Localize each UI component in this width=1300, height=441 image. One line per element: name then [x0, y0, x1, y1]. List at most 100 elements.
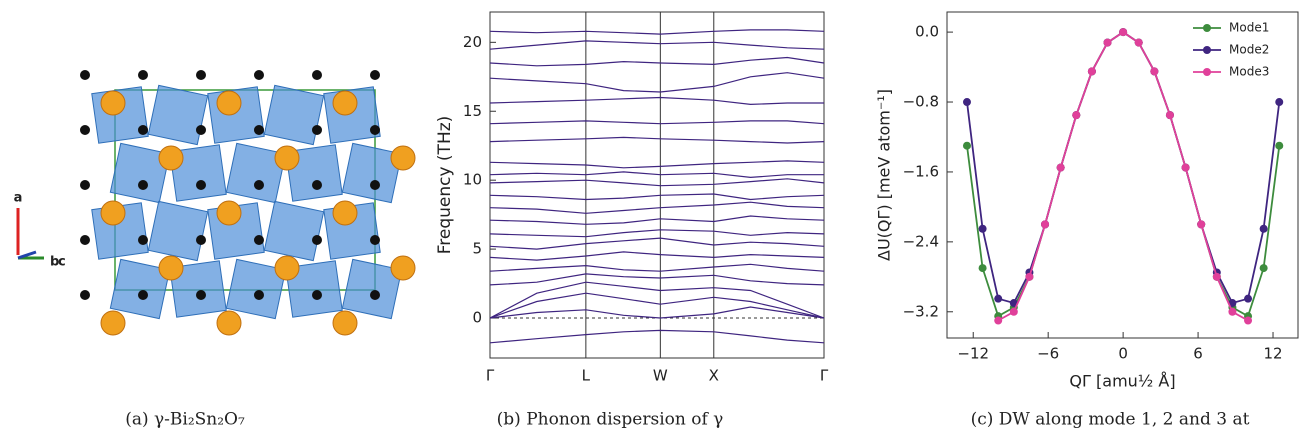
- oxygen: [80, 180, 90, 190]
- point: [1212, 272, 1221, 281]
- point: [1103, 38, 1112, 47]
- oxygen: [80, 125, 90, 135]
- octahedron: [263, 84, 325, 146]
- oxygen: [312, 235, 322, 245]
- point: [994, 316, 1003, 325]
- octahedron: [109, 258, 171, 320]
- octahedron: [225, 142, 287, 204]
- atom-bi: [274, 255, 300, 281]
- atom-bi: [100, 200, 126, 226]
- band: [489, 178, 825, 187]
- axis-c: [17, 250, 37, 260]
- axis-label: a: [14, 191, 23, 206]
- y-tick-label: 5: [472, 240, 482, 258]
- caption: (a) γ-Bi₂Sn₂O₇: [125, 410, 245, 430]
- x-tick-label: 0: [1118, 345, 1128, 363]
- legend-marker: [1203, 24, 1211, 32]
- point: [978, 224, 987, 233]
- oxygen: [370, 70, 380, 80]
- band: [489, 56, 825, 67]
- x-axis-label: QΓ [amu½ Å]: [1069, 372, 1175, 391]
- y-tick-label: −3.2: [903, 302, 939, 320]
- caption: (b) Phonon dispersion of γ: [497, 410, 724, 430]
- oxygen: [312, 125, 322, 135]
- band: [489, 193, 825, 201]
- legend-label: Mode1: [1229, 21, 1269, 35]
- oxygen: [80, 290, 90, 300]
- oxygen: [254, 70, 264, 80]
- point: [1119, 28, 1128, 37]
- octahedron: [263, 200, 325, 262]
- atom-bi: [158, 145, 184, 171]
- atom-bi: [332, 310, 358, 336]
- point: [962, 98, 971, 107]
- y-tick-label: −0.8: [903, 93, 939, 111]
- point: [1197, 220, 1206, 229]
- point: [1041, 220, 1050, 229]
- x-tick-label: 6: [1193, 345, 1203, 363]
- point: [1056, 163, 1065, 172]
- point: [1072, 111, 1081, 120]
- x-tick-label: 12: [1263, 345, 1282, 363]
- x-tick-label: Γ: [820, 367, 829, 385]
- oxygen: [370, 290, 380, 300]
- x-tick-label: L: [582, 367, 591, 385]
- atom-bi: [274, 145, 300, 171]
- oxygen: [312, 290, 322, 300]
- y-axis-label: Frequency (THz): [435, 116, 455, 255]
- point: [1259, 264, 1268, 273]
- point: [978, 264, 987, 273]
- oxygen: [370, 235, 380, 245]
- y-tick-label: 15: [463, 102, 482, 120]
- atom-bi: [216, 90, 242, 116]
- y-tick-label: −1.6: [903, 162, 939, 180]
- atom-bi: [332, 200, 358, 226]
- atom-bi: [158, 255, 184, 281]
- oxygen: [196, 125, 206, 135]
- octahedron: [109, 142, 171, 204]
- point: [1087, 67, 1096, 76]
- oxygen: [196, 235, 206, 245]
- octahedron: [169, 144, 227, 202]
- point: [1009, 307, 1018, 316]
- point: [1244, 294, 1253, 303]
- band: [489, 171, 824, 179]
- point: [1244, 316, 1253, 325]
- x-tick-label: −12: [957, 345, 989, 363]
- point: [1025, 272, 1034, 281]
- point: [1259, 224, 1268, 233]
- crystal-structure: a bc: [14, 70, 416, 336]
- atom-bi: [390, 255, 416, 281]
- point: [1275, 98, 1284, 107]
- atom-bi: [216, 310, 242, 336]
- atom-bi: [100, 310, 126, 336]
- legend-label: Mode3: [1229, 65, 1269, 79]
- band: [489, 251, 825, 261]
- octahedron: [147, 200, 209, 262]
- y-tick-label: 20: [463, 33, 482, 51]
- x-tick-label: Γ: [486, 367, 495, 385]
- octahedron: [341, 258, 403, 320]
- band: [489, 229, 825, 238]
- band: [489, 136, 825, 144]
- point: [1165, 111, 1174, 120]
- oxygen: [80, 235, 90, 245]
- y-tick-label: 0: [472, 309, 482, 327]
- oxygen: [138, 235, 148, 245]
- octahedron: [341, 142, 403, 204]
- band: [489, 215, 825, 225]
- oxygen: [370, 180, 380, 190]
- plot-frame: [946, 11, 1299, 339]
- band: [489, 72, 825, 93]
- band: [489, 237, 825, 250]
- point: [962, 141, 971, 150]
- oxygen: [254, 180, 264, 190]
- x-tick-label: −6: [1037, 345, 1059, 363]
- oxygen: [138, 180, 148, 190]
- point: [1009, 299, 1018, 308]
- band: [489, 292, 825, 319]
- y-tick-label: −2.4: [903, 232, 939, 250]
- oxygen: [138, 125, 148, 135]
- point: [1134, 38, 1143, 47]
- point: [994, 294, 1003, 303]
